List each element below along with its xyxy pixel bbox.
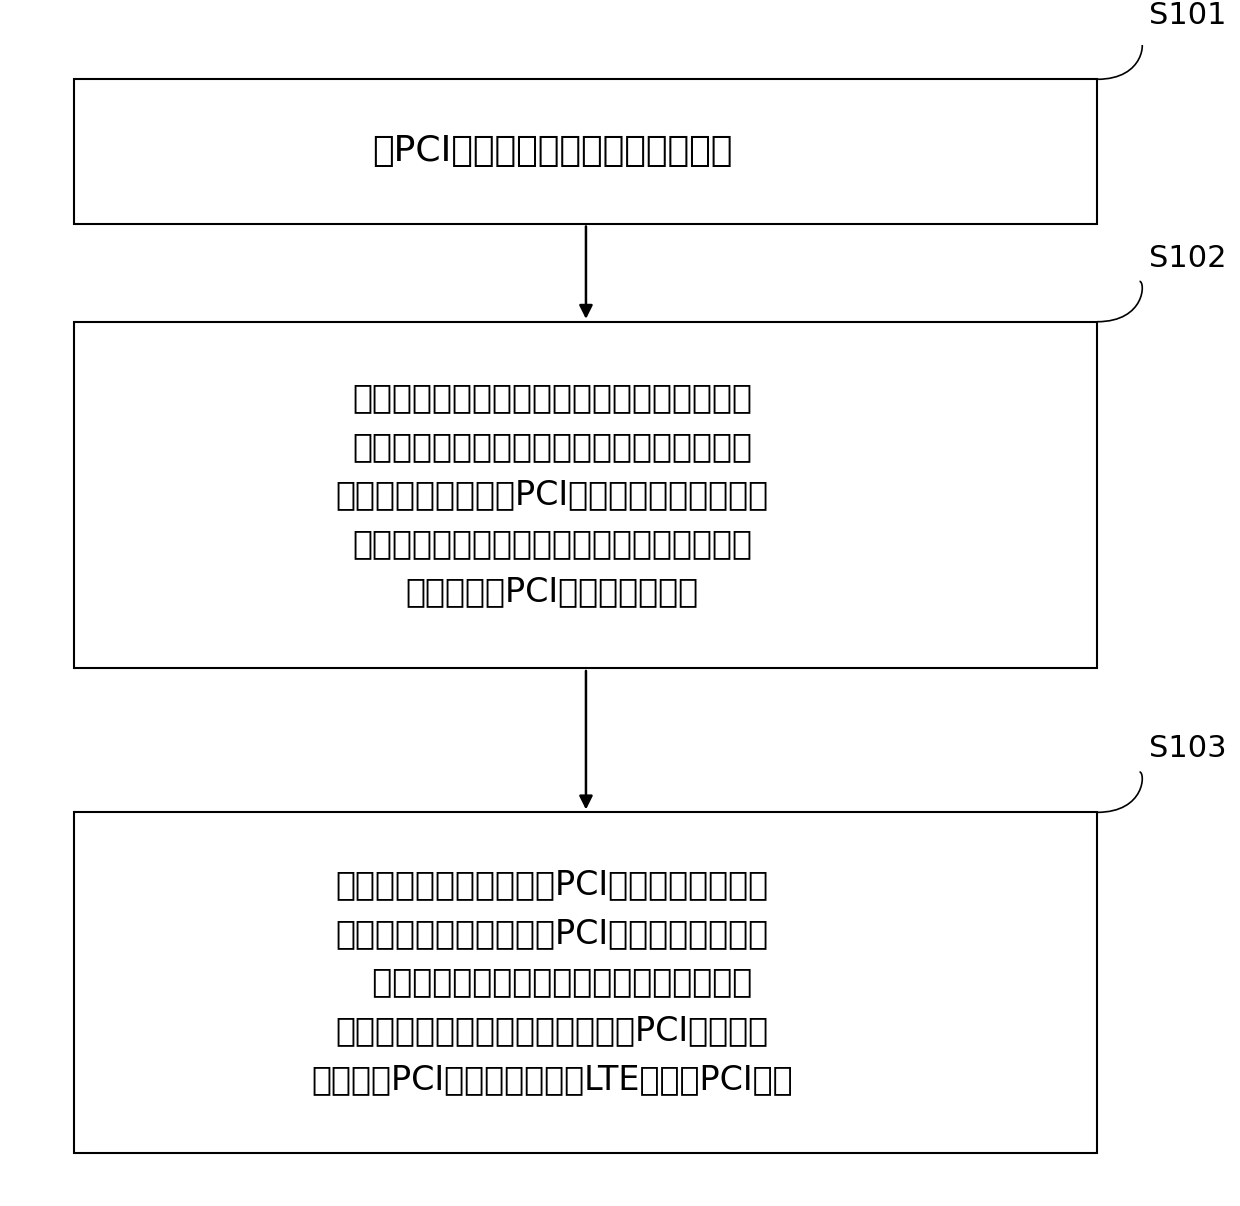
Bar — [73, 322, 1097, 668]
Bar — [73, 80, 1097, 223]
Text: 将PCI分配方案随机生成多个候选组: 将PCI分配方案随机生成多个候选组 — [372, 134, 733, 168]
Bar — [73, 813, 1097, 1153]
Text: S101: S101 — [1149, 1, 1226, 30]
Text: 以同模干扰概率总量减小的方向为遗传进化方
向，对所述多个候选组进行遗传运算；其中，
一次遗传运算为根据PCI分配约束条件采用遗传
算法对当前候选组进行交叉运算和: 以同模干扰概率总量减小的方向为遗传进化方 向，对所述多个候选组进行遗传运算；其中… — [336, 381, 769, 609]
Text: 每隔预置周期，计算当前PCI分配方案的同模干
扰概率总量相对上一周期PCI分配方案的同模干
  扰概率总量的减少值，若减少值小于停止阈
值，则终止所述遗传运算，: 每隔预置周期，计算当前PCI分配方案的同模干 扰概率总量相对上一周期PCI分配方… — [311, 868, 792, 1096]
Text: S103: S103 — [1149, 734, 1226, 763]
Text: S102: S102 — [1149, 244, 1226, 273]
